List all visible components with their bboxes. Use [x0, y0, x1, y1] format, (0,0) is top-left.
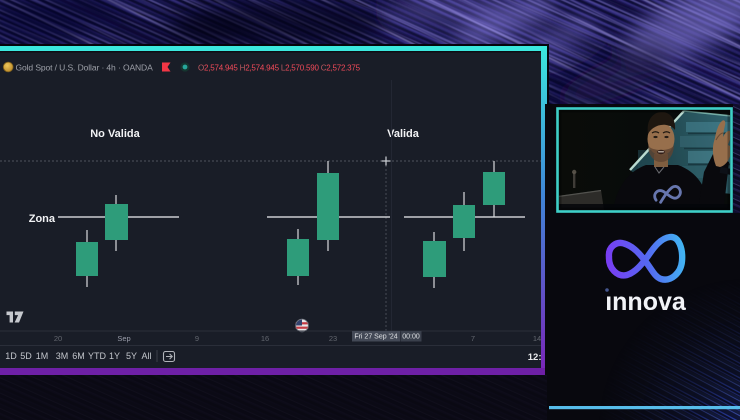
- svg-text:No Valida: No Valida: [90, 128, 140, 140]
- svg-text:1M: 1M: [36, 351, 49, 361]
- svg-text:6M: 6M: [72, 351, 85, 361]
- svg-text:Zona: Zona: [29, 213, 56, 225]
- svg-text:20: 20: [54, 334, 62, 343]
- svg-text:Gold Spot / U.S. Dollar · 4h ·: Gold Spot / U.S. Dollar · 4h · OANDA: [16, 62, 154, 72]
- svg-text:1D: 1D: [5, 351, 17, 361]
- svg-text:23: 23: [329, 334, 337, 343]
- svg-text:14: 14: [533, 334, 541, 343]
- svg-text:O2,574.945 H2,574.945 L2,570.5: O2,574.945 H2,574.945 L2,570.590 C2,572.…: [198, 63, 361, 72]
- svg-text:All: All: [141, 351, 151, 361]
- svg-text:5Y: 5Y: [126, 351, 137, 361]
- svg-text:Fri 27 Sep '24: Fri 27 Sep '24: [354, 334, 397, 341]
- svg-text:1Y: 1Y: [109, 351, 120, 361]
- svg-text:ınnova: ınnova: [605, 288, 687, 316]
- svg-text:12:: 12:: [528, 352, 542, 363]
- svg-text:16: 16: [261, 334, 269, 343]
- svg-text:7: 7: [471, 334, 475, 343]
- svg-text:3M: 3M: [56, 351, 69, 361]
- svg-text:5D: 5D: [20, 351, 32, 361]
- svg-text:00:00: 00:00: [402, 334, 420, 341]
- svg-text:YTD: YTD: [88, 351, 107, 361]
- svg-text:9: 9: [195, 334, 199, 343]
- svg-text:Sep: Sep: [117, 334, 130, 343]
- svg-text:Valida: Valida: [387, 128, 420, 140]
